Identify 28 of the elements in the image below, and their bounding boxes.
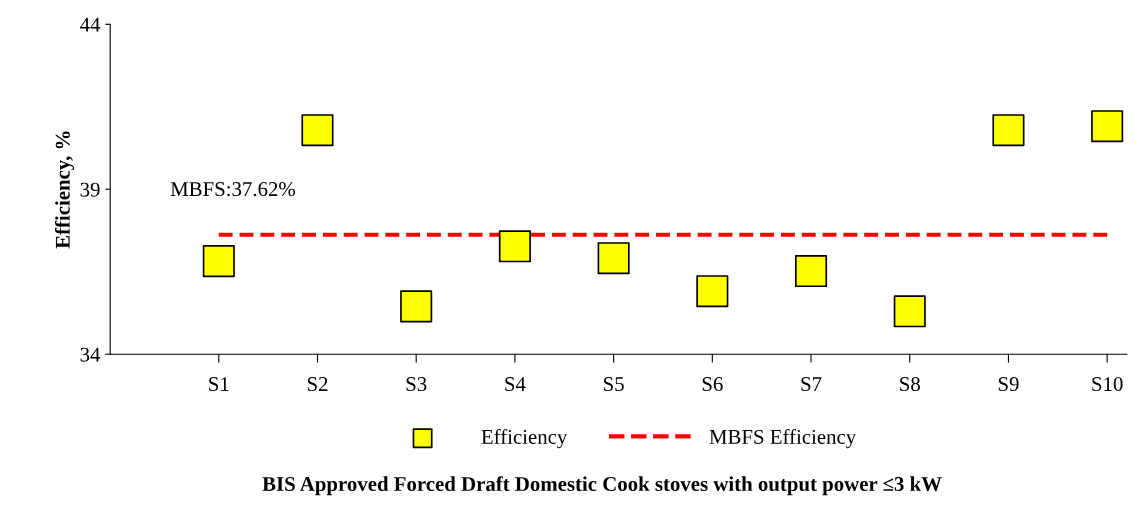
x-tick-label: S1: [209, 377, 229, 392]
x-tick-label: S10: [1092, 377, 1123, 392]
point: [301, 114, 334, 147]
point: [893, 295, 926, 328]
x-tick-label: S5: [604, 377, 624, 392]
point: [992, 114, 1025, 147]
y-tick-label: 44: [80, 17, 101, 32]
point: [696, 275, 729, 308]
y-axis-title: Efficiency, %: [54, 131, 75, 249]
x-tick-label: S4: [505, 377, 526, 392]
point: [202, 245, 235, 278]
x-tick-label: S7: [801, 377, 822, 392]
x-tick-label: S2: [307, 377, 328, 392]
legend-label: MBFS Efficiency: [709, 429, 857, 449]
point: [498, 230, 531, 263]
x-axis-title: BIS Approved Forced Draft Domestic Cook stoves with output power ≤3 kW: [262, 476, 942, 496]
y-tick-label: 39: [80, 182, 100, 197]
point: [400, 290, 433, 323]
x-tick-label: S6: [702, 377, 723, 392]
point: [597, 242, 630, 275]
legend-label: Efficiency: [481, 429, 568, 449]
y-tick-label: 34: [80, 347, 101, 362]
x-tick-label: S9: [998, 377, 1019, 392]
x-tick-label: S8: [900, 377, 920, 392]
x-tick-label: S3: [406, 377, 427, 392]
point: [794, 255, 828, 288]
point: [1091, 110, 1124, 143]
annotation: MBFS:37.62%: [170, 182, 296, 197]
